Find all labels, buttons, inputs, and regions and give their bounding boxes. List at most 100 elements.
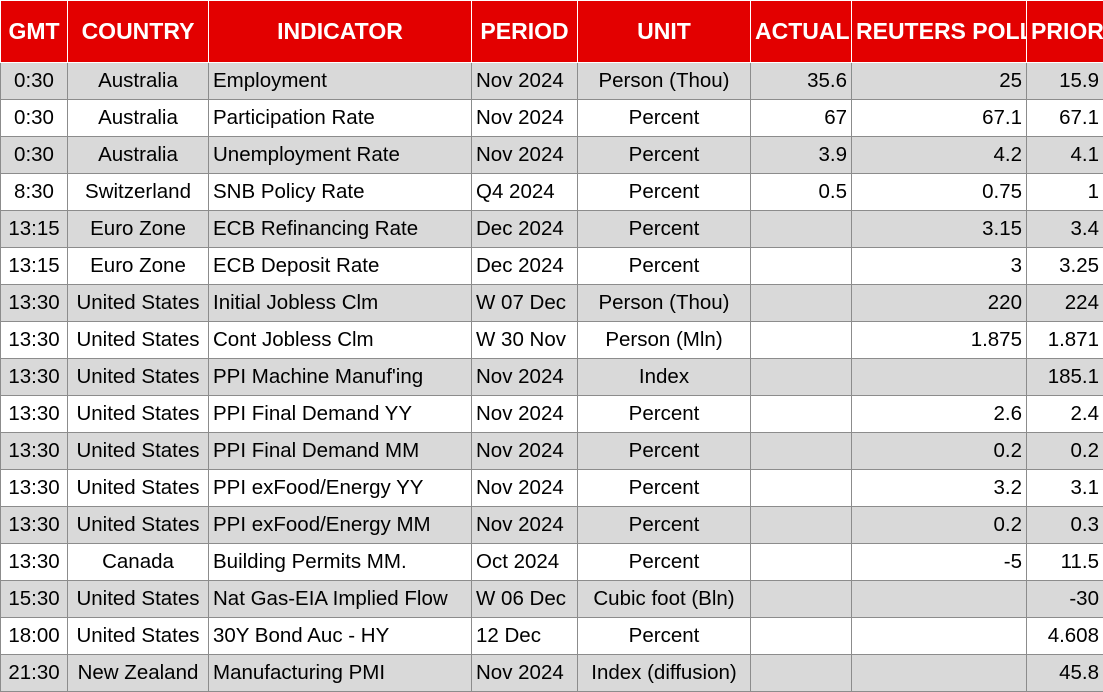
indicator-cell: Cont Jobless Clm bbox=[209, 322, 472, 359]
actual-cell bbox=[751, 396, 852, 433]
gmt-cell: 13:30 bbox=[1, 285, 68, 322]
indicator-cell: PPI Final Demand MM bbox=[209, 433, 472, 470]
prior-cell: 4.1 bbox=[1027, 137, 1103, 174]
actual-cell bbox=[751, 655, 852, 692]
country-cell: Australia bbox=[68, 137, 209, 174]
indicator-cell: PPI Machine Manuf'ing bbox=[209, 359, 472, 396]
gmt-cell: 15:30 bbox=[1, 581, 68, 618]
actual-cell bbox=[751, 211, 852, 248]
indicator-cell: Unemployment Rate bbox=[209, 137, 472, 174]
country-cell: United States bbox=[68, 618, 209, 655]
unit-cell: Percent bbox=[578, 544, 751, 581]
indicator-cell: Employment bbox=[209, 63, 472, 100]
indicator-cell: Initial Jobless Clm bbox=[209, 285, 472, 322]
unit-cell: Percent bbox=[578, 137, 751, 174]
unit-cell: Percent bbox=[578, 100, 751, 137]
unit-cell: Percent bbox=[578, 470, 751, 507]
actual-cell bbox=[751, 322, 852, 359]
reuters-poll-cell: 0.2 bbox=[852, 433, 1027, 470]
country-cell: United States bbox=[68, 322, 209, 359]
prior-cell: 3.1 bbox=[1027, 470, 1103, 507]
actual-cell bbox=[751, 359, 852, 396]
reuters-poll-cell: 25 bbox=[852, 63, 1027, 100]
indicator-cell: PPI exFood/Energy MM bbox=[209, 507, 472, 544]
prior-cell: 2.4 bbox=[1027, 396, 1103, 433]
unit-cell: Person (Mln) bbox=[578, 322, 751, 359]
unit-cell: Percent bbox=[578, 433, 751, 470]
period-cell: Dec 2024 bbox=[472, 248, 578, 285]
reuters-poll-cell bbox=[852, 581, 1027, 618]
period-cell: Nov 2024 bbox=[472, 396, 578, 433]
reuters-poll-cell: 0.2 bbox=[852, 507, 1027, 544]
country-cell: Euro Zone bbox=[68, 211, 209, 248]
actual-cell: 0.5 bbox=[751, 174, 852, 211]
indicator-cell: PPI Final Demand YY bbox=[209, 396, 472, 433]
gmt-cell: 0:30 bbox=[1, 137, 68, 174]
header-prior: PRIOR bbox=[1027, 1, 1103, 63]
gmt-cell: 13:30 bbox=[1, 359, 68, 396]
header-actual: ACTUAL bbox=[751, 1, 852, 63]
reuters-poll-cell: 3 bbox=[852, 248, 1027, 285]
reuters-poll-cell: -5 bbox=[852, 544, 1027, 581]
gmt-cell: 13:30 bbox=[1, 322, 68, 359]
country-cell: United States bbox=[68, 396, 209, 433]
actual-cell bbox=[751, 544, 852, 581]
prior-cell: 1.871 bbox=[1027, 322, 1103, 359]
period-cell: Q4 2024 bbox=[472, 174, 578, 211]
indicator-cell: ECB Refinancing Rate bbox=[209, 211, 472, 248]
prior-cell: 185.1 bbox=[1027, 359, 1103, 396]
gmt-cell: 13:30 bbox=[1, 396, 68, 433]
header-gmt: GMT bbox=[1, 1, 68, 63]
period-cell: Nov 2024 bbox=[472, 359, 578, 396]
unit-cell: Percent bbox=[578, 248, 751, 285]
gmt-cell: 13:15 bbox=[1, 211, 68, 248]
indicator-cell: 30Y Bond Auc - HY bbox=[209, 618, 472, 655]
country-cell: United States bbox=[68, 581, 209, 618]
period-cell: Dec 2024 bbox=[472, 211, 578, 248]
gmt-cell: 13:30 bbox=[1, 470, 68, 507]
country-cell: United States bbox=[68, 359, 209, 396]
unit-cell: Person (Thou) bbox=[578, 285, 751, 322]
actual-cell bbox=[751, 618, 852, 655]
prior-cell: -30 bbox=[1027, 581, 1103, 618]
period-cell: Nov 2024 bbox=[472, 63, 578, 100]
period-cell: Nov 2024 bbox=[472, 137, 578, 174]
period-cell: W 07 Dec bbox=[472, 285, 578, 322]
header-indicator: INDICATOR bbox=[209, 1, 472, 63]
unit-cell: Cubic foot (Bln) bbox=[578, 581, 751, 618]
unit-cell: Index (diffusion) bbox=[578, 655, 751, 692]
reuters-poll-cell: 2.6 bbox=[852, 396, 1027, 433]
reuters-poll-cell: 67.1 bbox=[852, 100, 1027, 137]
reuters-poll-cell bbox=[852, 359, 1027, 396]
unit-cell: Index bbox=[578, 359, 751, 396]
period-cell: Nov 2024 bbox=[472, 470, 578, 507]
indicator-cell: PPI exFood/Energy YY bbox=[209, 470, 472, 507]
gmt-cell: 13:30 bbox=[1, 507, 68, 544]
prior-cell: 45.8 bbox=[1027, 655, 1103, 692]
actual-cell: 35.6 bbox=[751, 63, 852, 100]
country-cell: New Zealand bbox=[68, 655, 209, 692]
header-reuters-poll: REUTERS POLL bbox=[852, 1, 1027, 63]
indicator-cell: Nat Gas-EIA Implied Flow bbox=[209, 581, 472, 618]
reuters-poll-cell: 0.75 bbox=[852, 174, 1027, 211]
gmt-cell: 0:30 bbox=[1, 100, 68, 137]
period-cell: W 06 Dec bbox=[472, 581, 578, 618]
indicator-cell: ECB Deposit Rate bbox=[209, 248, 472, 285]
header-unit: UNIT bbox=[578, 1, 751, 63]
country-cell: Canada bbox=[68, 544, 209, 581]
reuters-poll-cell: 220 bbox=[852, 285, 1027, 322]
prior-cell: 4.608 bbox=[1027, 618, 1103, 655]
indicator-cell: Participation Rate bbox=[209, 100, 472, 137]
table-header: GMT COUNTRY INDICATOR PERIOD UNIT ACTUAL… bbox=[1, 1, 1103, 63]
period-cell: 12 Dec bbox=[472, 618, 578, 655]
